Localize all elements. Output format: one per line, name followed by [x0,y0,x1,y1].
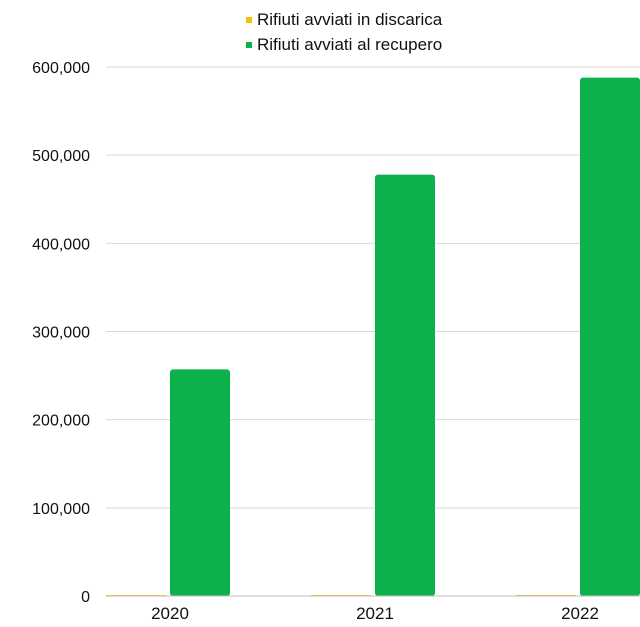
x-axis-ticks: 2020 2021 2022 [151,604,599,623]
y-axis-ticks: 0 100,000 200,000 300,000 400,000 500,000 600,… [32,60,90,606]
y-tick-label: 0 [81,589,90,606]
legend-swatch [246,17,252,23]
x-tick-label: 2021 [356,604,394,622]
bar-series [106,77,640,596]
y-tick-label: 100,000 [32,501,90,518]
y-tick-label: 300,000 [32,325,90,342]
y-tick-label: 500,000 [32,148,90,165]
bar-recupero-2021 [375,174,435,596]
y-tick-label: 400,000 [32,236,90,253]
y-tick-label: 200,000 [32,413,90,430]
legend: Rifiuti avviati in discarica Rifiuti avvi… [246,10,443,54]
bar-recupero-2022 [580,77,640,596]
y-tick-label: 600,000 [32,60,90,77]
legend-label: Rifiuti avviati in discarica [257,10,443,29]
legend-swatch [246,42,252,48]
legend-label: Rifiuti avviati al recupero [257,35,442,54]
x-tick-label: 2022 [561,604,599,622]
x-tick-label: 2020 [151,604,189,622]
bar-recupero-2020 [170,369,230,596]
